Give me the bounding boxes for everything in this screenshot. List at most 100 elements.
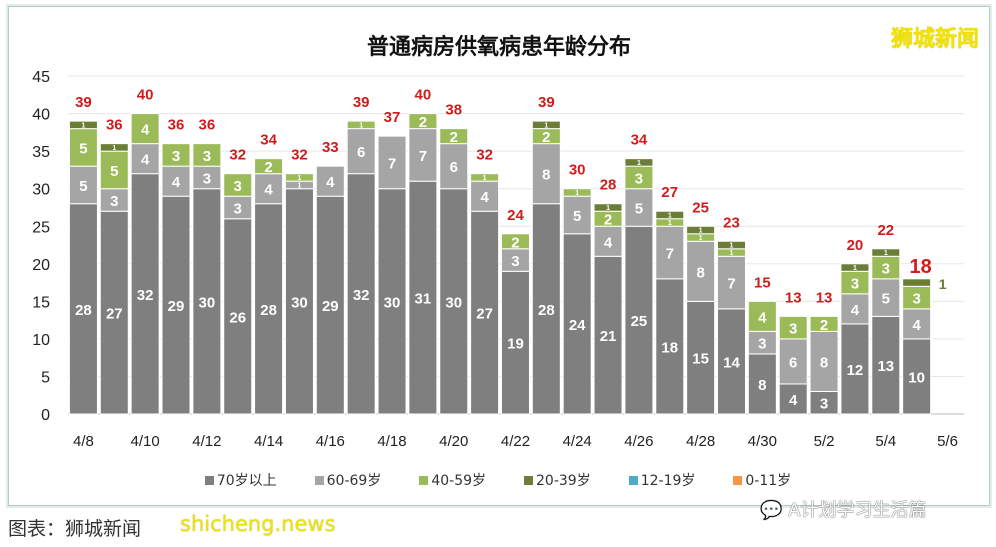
total-label: 32 (291, 147, 308, 164)
data-label: 8 (820, 354, 828, 371)
bar-segment (593, 255, 623, 415)
bar-segment (593, 225, 623, 257)
y-tick-label: 0 (41, 407, 50, 424)
data-label: 27 (106, 306, 123, 323)
bar-segment (624, 158, 654, 167)
x-tick-label: 4/12 (192, 433, 221, 450)
bar-segment (408, 113, 438, 130)
legend-label: 40-59岁 (431, 473, 487, 489)
total-label: 36 (106, 117, 123, 134)
legend-item: 40-59岁 (419, 470, 486, 490)
y-tick-label: 30 (32, 182, 50, 199)
bar-segment (99, 150, 129, 190)
bar-segment (99, 143, 129, 152)
data-label: 1 (853, 265, 857, 272)
bar-segment (902, 308, 932, 340)
bar-segment (778, 338, 808, 385)
data-label: 7 (419, 148, 427, 165)
data-label: 7 (388, 155, 396, 172)
bar-segment (747, 353, 777, 415)
data-label: 3 (234, 200, 242, 217)
data-label: 1 (699, 235, 703, 242)
data-label: 6 (789, 354, 797, 371)
x-tick-label: 4/10 (131, 433, 160, 450)
total-label: 24 (507, 207, 524, 224)
y-tick-label: 35 (32, 144, 50, 161)
bar-segment (686, 240, 716, 302)
y-tick-label: 20 (32, 257, 50, 274)
total-label: 36 (199, 117, 216, 134)
bar-segment (747, 300, 777, 332)
data-label: 2 (419, 114, 427, 131)
total-label: 13 (785, 289, 802, 306)
bar-segment (254, 173, 284, 205)
bar-segment (871, 315, 901, 415)
data-label: 8 (696, 264, 704, 281)
legend-swatch (314, 475, 324, 485)
legend-swatch (204, 475, 214, 485)
data-label: 24 (569, 317, 586, 334)
bar-segment (562, 195, 592, 235)
bar-segment (778, 383, 808, 415)
bar-segment (68, 128, 98, 167)
data-label: 30 (291, 294, 308, 311)
y-tick-label: 15 (32, 294, 50, 311)
data-label: 28 (538, 302, 555, 319)
data-label: 2 (604, 212, 612, 229)
bar-segment (716, 308, 746, 415)
x-tick-label: 4/30 (748, 433, 777, 450)
total-label: 30 (569, 162, 586, 179)
data-label: 5 (573, 208, 581, 225)
chart-credit: 图表：狮城新闻 (8, 518, 142, 540)
legend-item: 20-39岁 (524, 470, 591, 490)
bar-segment (562, 233, 592, 415)
total-label: 34 (631, 132, 648, 149)
bar-segment (346, 128, 376, 175)
y-tick-label: 40 (32, 107, 50, 124)
total-label: 18 (910, 256, 932, 278)
data-label: 3 (789, 321, 797, 338)
x-tick-label: 5/2 (814, 433, 835, 450)
legend-swatch (628, 475, 638, 485)
data-label: 3 (882, 261, 890, 278)
bar-segment (531, 120, 561, 130)
data-label: 32 (353, 287, 370, 304)
data-label: 3 (758, 336, 766, 353)
bar-segment (902, 338, 932, 415)
bar-segment (531, 143, 561, 205)
data-label: 1 (81, 122, 85, 129)
bar-segment (68, 165, 98, 205)
data-label: 2 (264, 159, 272, 176)
bar-segment (840, 263, 870, 272)
bar-segment (871, 248, 901, 257)
bar-segment (130, 143, 160, 175)
bar-segment (716, 240, 746, 250)
bar-segment (500, 233, 530, 250)
x-tick-label: 4/24 (563, 433, 592, 450)
bar-segment (655, 210, 685, 220)
data-label: 1 (575, 190, 579, 197)
x-tick-label: 5/6 (937, 433, 958, 450)
legend-swatch (419, 475, 429, 485)
logo: 狮城新闻 (890, 27, 979, 52)
legend-label: 20-39岁 (536, 473, 591, 489)
x-tick-label: 4/18 (377, 433, 406, 450)
data-label: 2 (820, 317, 828, 334)
credit-watermark: shicheng.news (180, 512, 336, 536)
total-label: 13 (816, 289, 833, 306)
total-label: 40 (137, 87, 154, 104)
data-label: 1 (668, 220, 672, 227)
bar-segment (871, 278, 901, 317)
bar-segment (161, 195, 191, 415)
x-tick-label: 4/16 (316, 433, 345, 450)
x-tick-label: 4/14 (254, 433, 283, 450)
legend-label: 12-19岁 (640, 473, 696, 489)
legend-item: 70岁以上 (204, 470, 277, 490)
data-label: 3 (172, 148, 180, 165)
bar-segment (346, 173, 376, 415)
data-label: 3 (203, 148, 211, 165)
data-label: 1 (699, 228, 703, 235)
data-label: 4 (264, 182, 273, 199)
bar-segment (439, 128, 469, 145)
data-label: 3 (234, 178, 242, 195)
